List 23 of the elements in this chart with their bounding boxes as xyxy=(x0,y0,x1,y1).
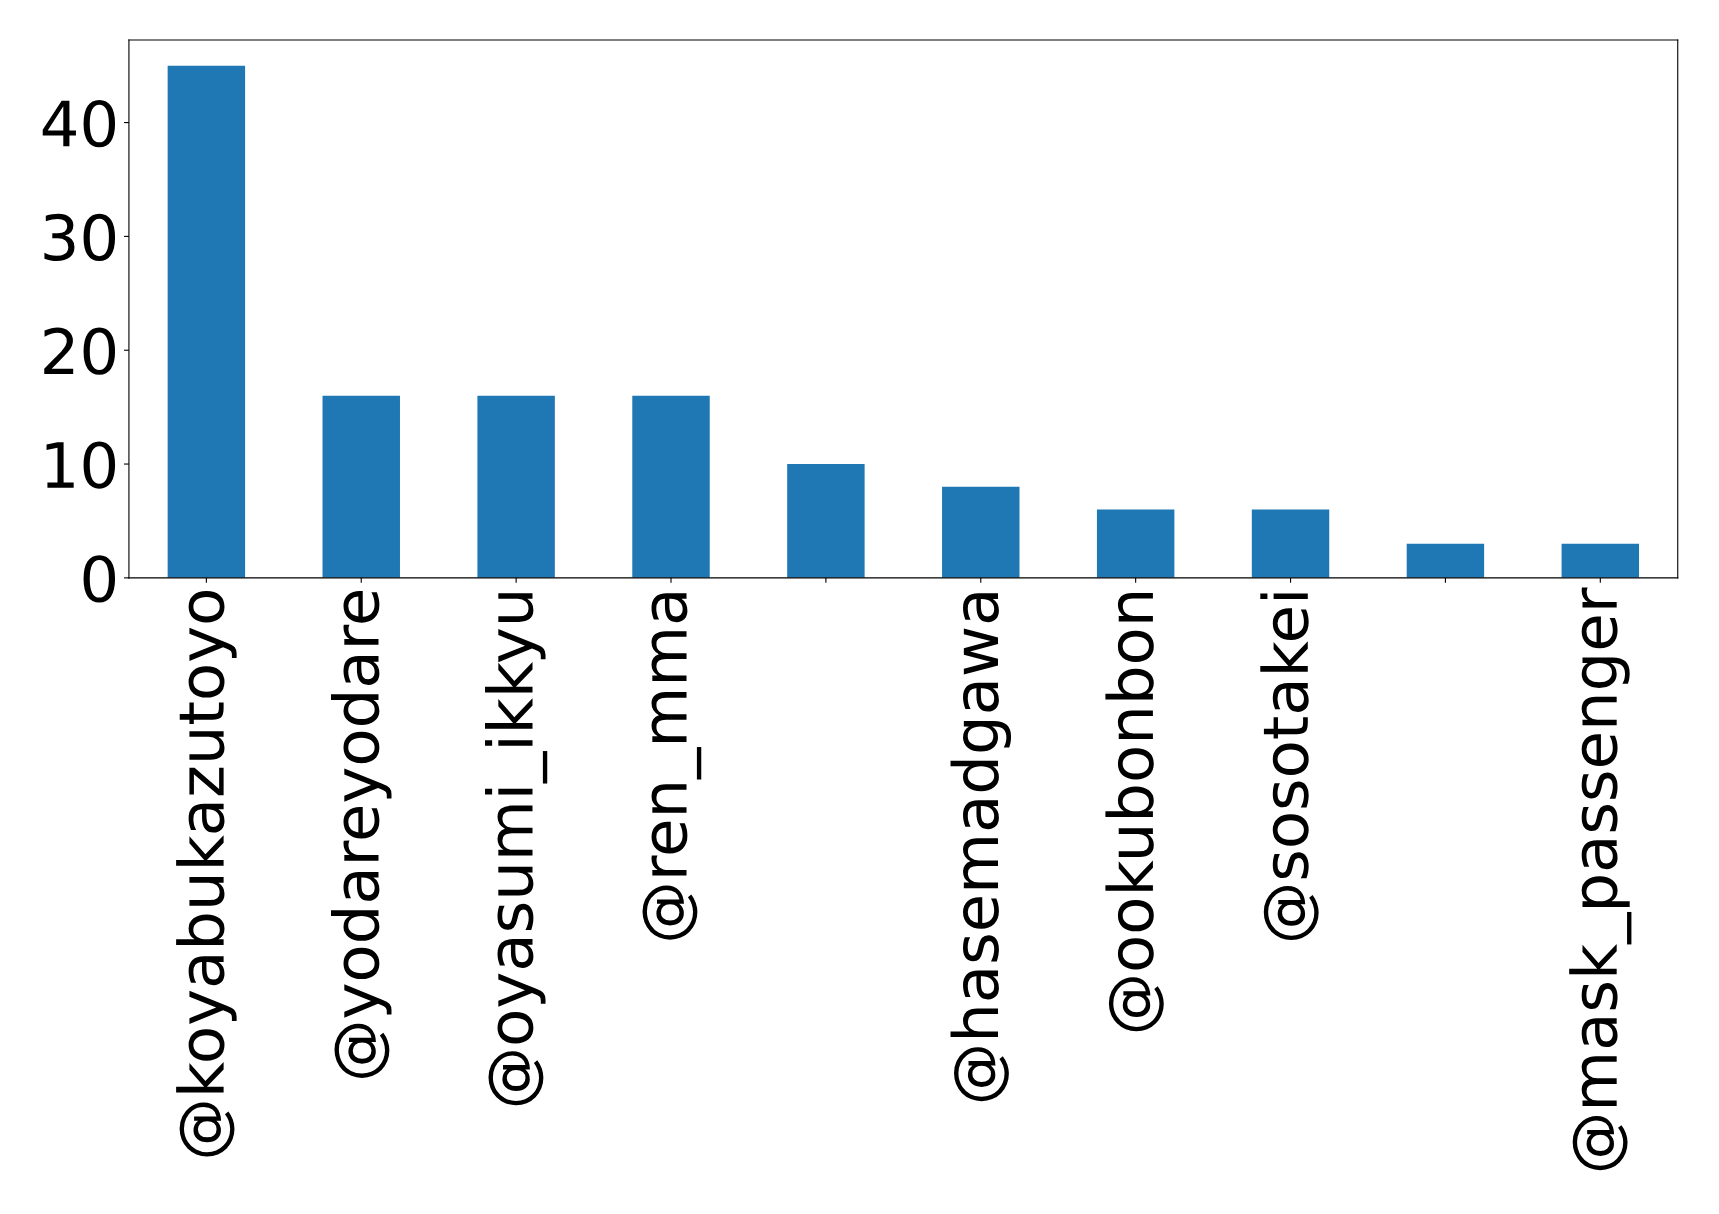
bar xyxy=(942,486,1020,578)
x-tick-label: @yodareyodare xyxy=(331,590,392,1078)
bar xyxy=(632,395,710,578)
bar xyxy=(1096,509,1175,578)
bar xyxy=(787,464,865,578)
y-tick-label: 20 xyxy=(44,327,116,375)
x-tick-label: @ren_mma xyxy=(642,593,702,940)
bar xyxy=(167,65,246,578)
x-tick-label: @hasemadgawa xyxy=(950,593,1012,1102)
bar xyxy=(322,395,400,578)
bar xyxy=(1561,543,1640,578)
bar xyxy=(477,395,555,578)
bar xyxy=(1406,543,1485,578)
y-tick-label: 30 xyxy=(44,213,116,262)
x-tick-label: @mask_passenger xyxy=(1569,587,1632,1171)
y-tick-label: 40 xyxy=(42,99,116,148)
bar xyxy=(1251,509,1330,578)
x-tick-label: @oyasumi_ikkyu xyxy=(485,593,548,1106)
x-tick-label: @koyabukazutoyo xyxy=(176,591,237,1157)
y-tick-label: 10 xyxy=(46,441,116,489)
y-tick-label: 0 xyxy=(83,555,116,603)
x-tick-label: @sosotakei xyxy=(1260,593,1319,941)
x-tick-label: @ookubonbon xyxy=(1105,592,1164,1032)
